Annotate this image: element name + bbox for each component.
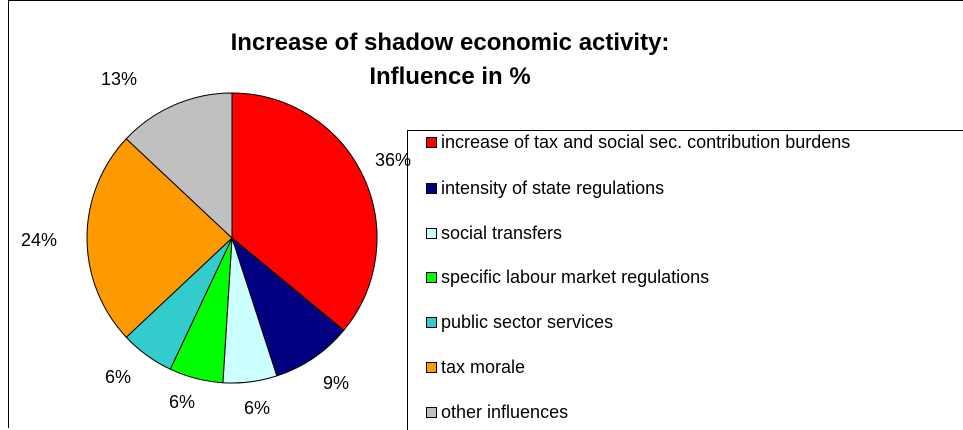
slice-percent-label: 9% [323,373,349,393]
chart-frame [8,0,963,428]
legend-item: specific labour market regulations [426,267,709,287]
legend-label: increase of tax and social sec. contribu… [441,131,851,152]
chart-title: Increase of shadow economic activity: In… [150,26,750,94]
legend-label: intensity of state regulations [441,177,665,198]
pie-slice-7 [125,92,233,240]
legend-item: public sector services [426,312,613,332]
slice-percent-label: 13% [101,69,137,89]
slice-percent-label: 6% [105,367,131,387]
legend: increase of tax and social sec. contribu… [407,130,963,430]
legend-swatch [426,316,437,328]
slice-percent-label: 36% [375,150,411,170]
pie-slice-1 [231,92,378,332]
slice-percent-label: 6% [244,398,270,418]
slice-percent-label: 6% [169,392,195,412]
legend-swatch [426,136,437,148]
legend-item: tax morale [426,357,525,377]
legend-swatch [426,182,437,194]
legend-label: social transfers [441,222,563,243]
slice-percent-label: 24% [21,230,57,250]
pie-slice-6 [86,138,233,338]
chart-title-line1: Increase of shadow economic activity: [230,29,670,56]
legend-item: intensity of state regulations [426,178,664,198]
legend-label: other influences [441,401,569,422]
legend-item: increase of tax and social sec. contribu… [426,132,850,152]
legend-swatch [426,406,437,418]
pie-slice-2 [230,236,345,377]
legend-label: public sector services [441,311,614,332]
legend-label: specific labour market regulations [441,266,710,287]
legend-swatch [426,227,437,239]
legend-swatch [426,361,437,373]
legend-item: social transfers [426,223,562,243]
legend-item: other influences [426,402,568,422]
legend-swatch [426,271,437,283]
legend-label: tax morale [441,356,526,377]
chart-title-line2: Influence in % [369,63,531,90]
